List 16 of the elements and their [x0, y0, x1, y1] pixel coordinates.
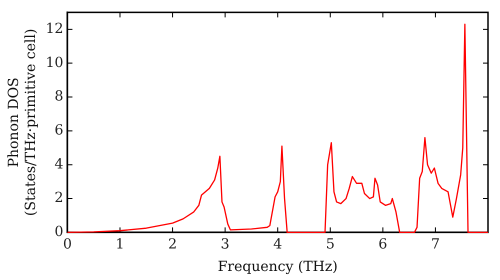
y-tick-label: 2: [54, 190, 64, 206]
y-tick-label: 12: [46, 20, 64, 37]
y-axis-title: Phonon DOS (States/THz·primitive cell): [6, 28, 39, 216]
x-axis-title: Frequency (THz): [218, 259, 338, 276]
x-tick-label: 1: [116, 236, 124, 252]
x-tick-label: 2: [168, 236, 178, 252]
y-tick-label: 8: [54, 88, 64, 105]
x-tick-label: 5: [326, 236, 335, 252]
y-tick-label: 10: [46, 54, 64, 71]
x-tick-label: 4: [273, 236, 282, 252]
y-tick-label: 6: [54, 122, 64, 138]
x-tick-label: 7: [430, 236, 440, 252]
x-tick-label: 3: [220, 236, 230, 252]
y-tick-label: 4: [54, 156, 64, 172]
y-tick-label: 0: [54, 224, 64, 240]
x-tick-label: 6: [378, 236, 388, 252]
